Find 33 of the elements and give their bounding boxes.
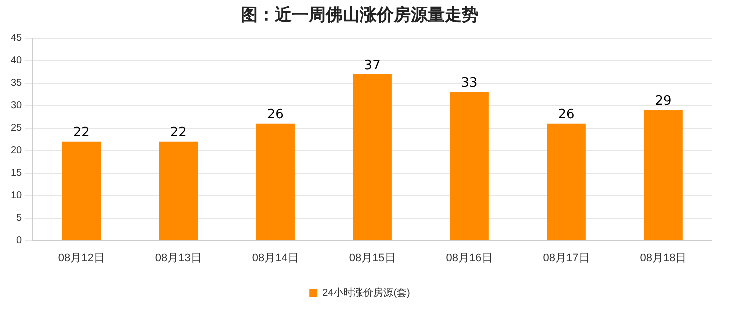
y-tick-label: 30 <box>11 100 23 112</box>
data-label: 26 <box>267 108 284 123</box>
bar <box>62 142 102 240</box>
data-label: 29 <box>655 94 672 110</box>
y-tick-label: 0 <box>16 236 23 247</box>
bar <box>159 142 198 240</box>
y-tick-label: 20 <box>11 146 23 157</box>
y-tick-label: 45 <box>11 33 23 44</box>
data-label: 22 <box>73 126 90 141</box>
y-tick-label: 15 <box>11 168 23 180</box>
bar <box>353 74 392 240</box>
y-tick-label: 5 <box>16 213 23 224</box>
x-tick-label: 08月12日 <box>58 252 105 264</box>
bar <box>644 110 683 240</box>
x-tick-label: 08月18日 <box>640 252 687 264</box>
x-tick-label: 08月13日 <box>155 252 202 264</box>
y-tick-label: 10 <box>11 190 23 202</box>
legend-label: 24小时涨价房源(套) <box>322 286 410 299</box>
data-label: 33 <box>461 76 478 92</box>
chart-title: 图：近一周佛山涨价房源量走势 <box>241 6 479 26</box>
y-tick-label: 35 <box>11 78 23 90</box>
data-label: 26 <box>558 108 575 123</box>
x-tick-label: 08月15日 <box>349 252 396 264</box>
bar <box>450 92 489 240</box>
x-tick-label: 08月16日 <box>446 252 493 264</box>
x-tick-label: 08月14日 <box>252 252 299 264</box>
y-tick-label: 40 <box>11 56 23 67</box>
data-label: 37 <box>364 58 381 74</box>
y-tick-label: 25 <box>11 123 23 134</box>
x-tick-label: 08月17日 <box>543 252 590 264</box>
bar <box>547 124 586 240</box>
bar <box>256 124 295 240</box>
data-label: 22 <box>170 126 187 141</box>
